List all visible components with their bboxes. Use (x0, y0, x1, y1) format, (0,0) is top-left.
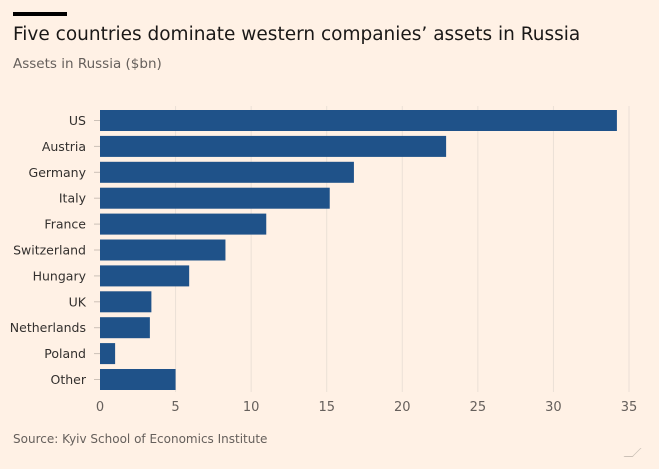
category-label-us: US (69, 113, 86, 128)
bar-germany (100, 161, 354, 183)
category-label-hungary: Hungary (33, 268, 87, 283)
category-label-switzerland: Switzerland (13, 243, 86, 258)
x-tick-label: 5 (171, 400, 179, 415)
brand-bar (13, 12, 67, 16)
bar-hungary (100, 265, 190, 287)
category-label-poland: Poland (44, 346, 86, 361)
category-label-netherlands: Netherlands (10, 320, 86, 335)
x-tick-label: 0 (96, 400, 104, 415)
bar-austria (100, 135, 447, 157)
bar-france (100, 213, 267, 235)
bar-poland (100, 343, 116, 365)
category-label-austria: Austria (42, 139, 86, 154)
chart-title: Five countries dominate western companie… (13, 24, 581, 45)
x-tick-label: 30 (545, 400, 562, 415)
category-label-italy: Italy (59, 191, 87, 206)
x-tick-label: 20 (394, 400, 411, 415)
bar-other (100, 369, 176, 390)
bar-italy (100, 187, 330, 209)
bar-us (100, 110, 617, 131)
x-tick-label: 35 (621, 400, 638, 415)
bar-switzerland (100, 239, 226, 261)
category-label-other: Other (51, 372, 87, 387)
x-tick-label: 25 (470, 400, 487, 415)
category-label-germany: Germany (29, 165, 87, 180)
bar-uk (100, 291, 152, 313)
x-tick-label: 10 (243, 400, 260, 415)
category-label-france: France (44, 217, 86, 232)
chart-subtitle: Assets in Russia ($bn) (13, 56, 162, 72)
source-note: Source: Kyiv School of Economics Institu… (13, 432, 268, 446)
bar-netherlands (100, 317, 150, 339)
x-tick-label: 15 (318, 400, 335, 415)
category-label-uk: UK (69, 294, 87, 309)
